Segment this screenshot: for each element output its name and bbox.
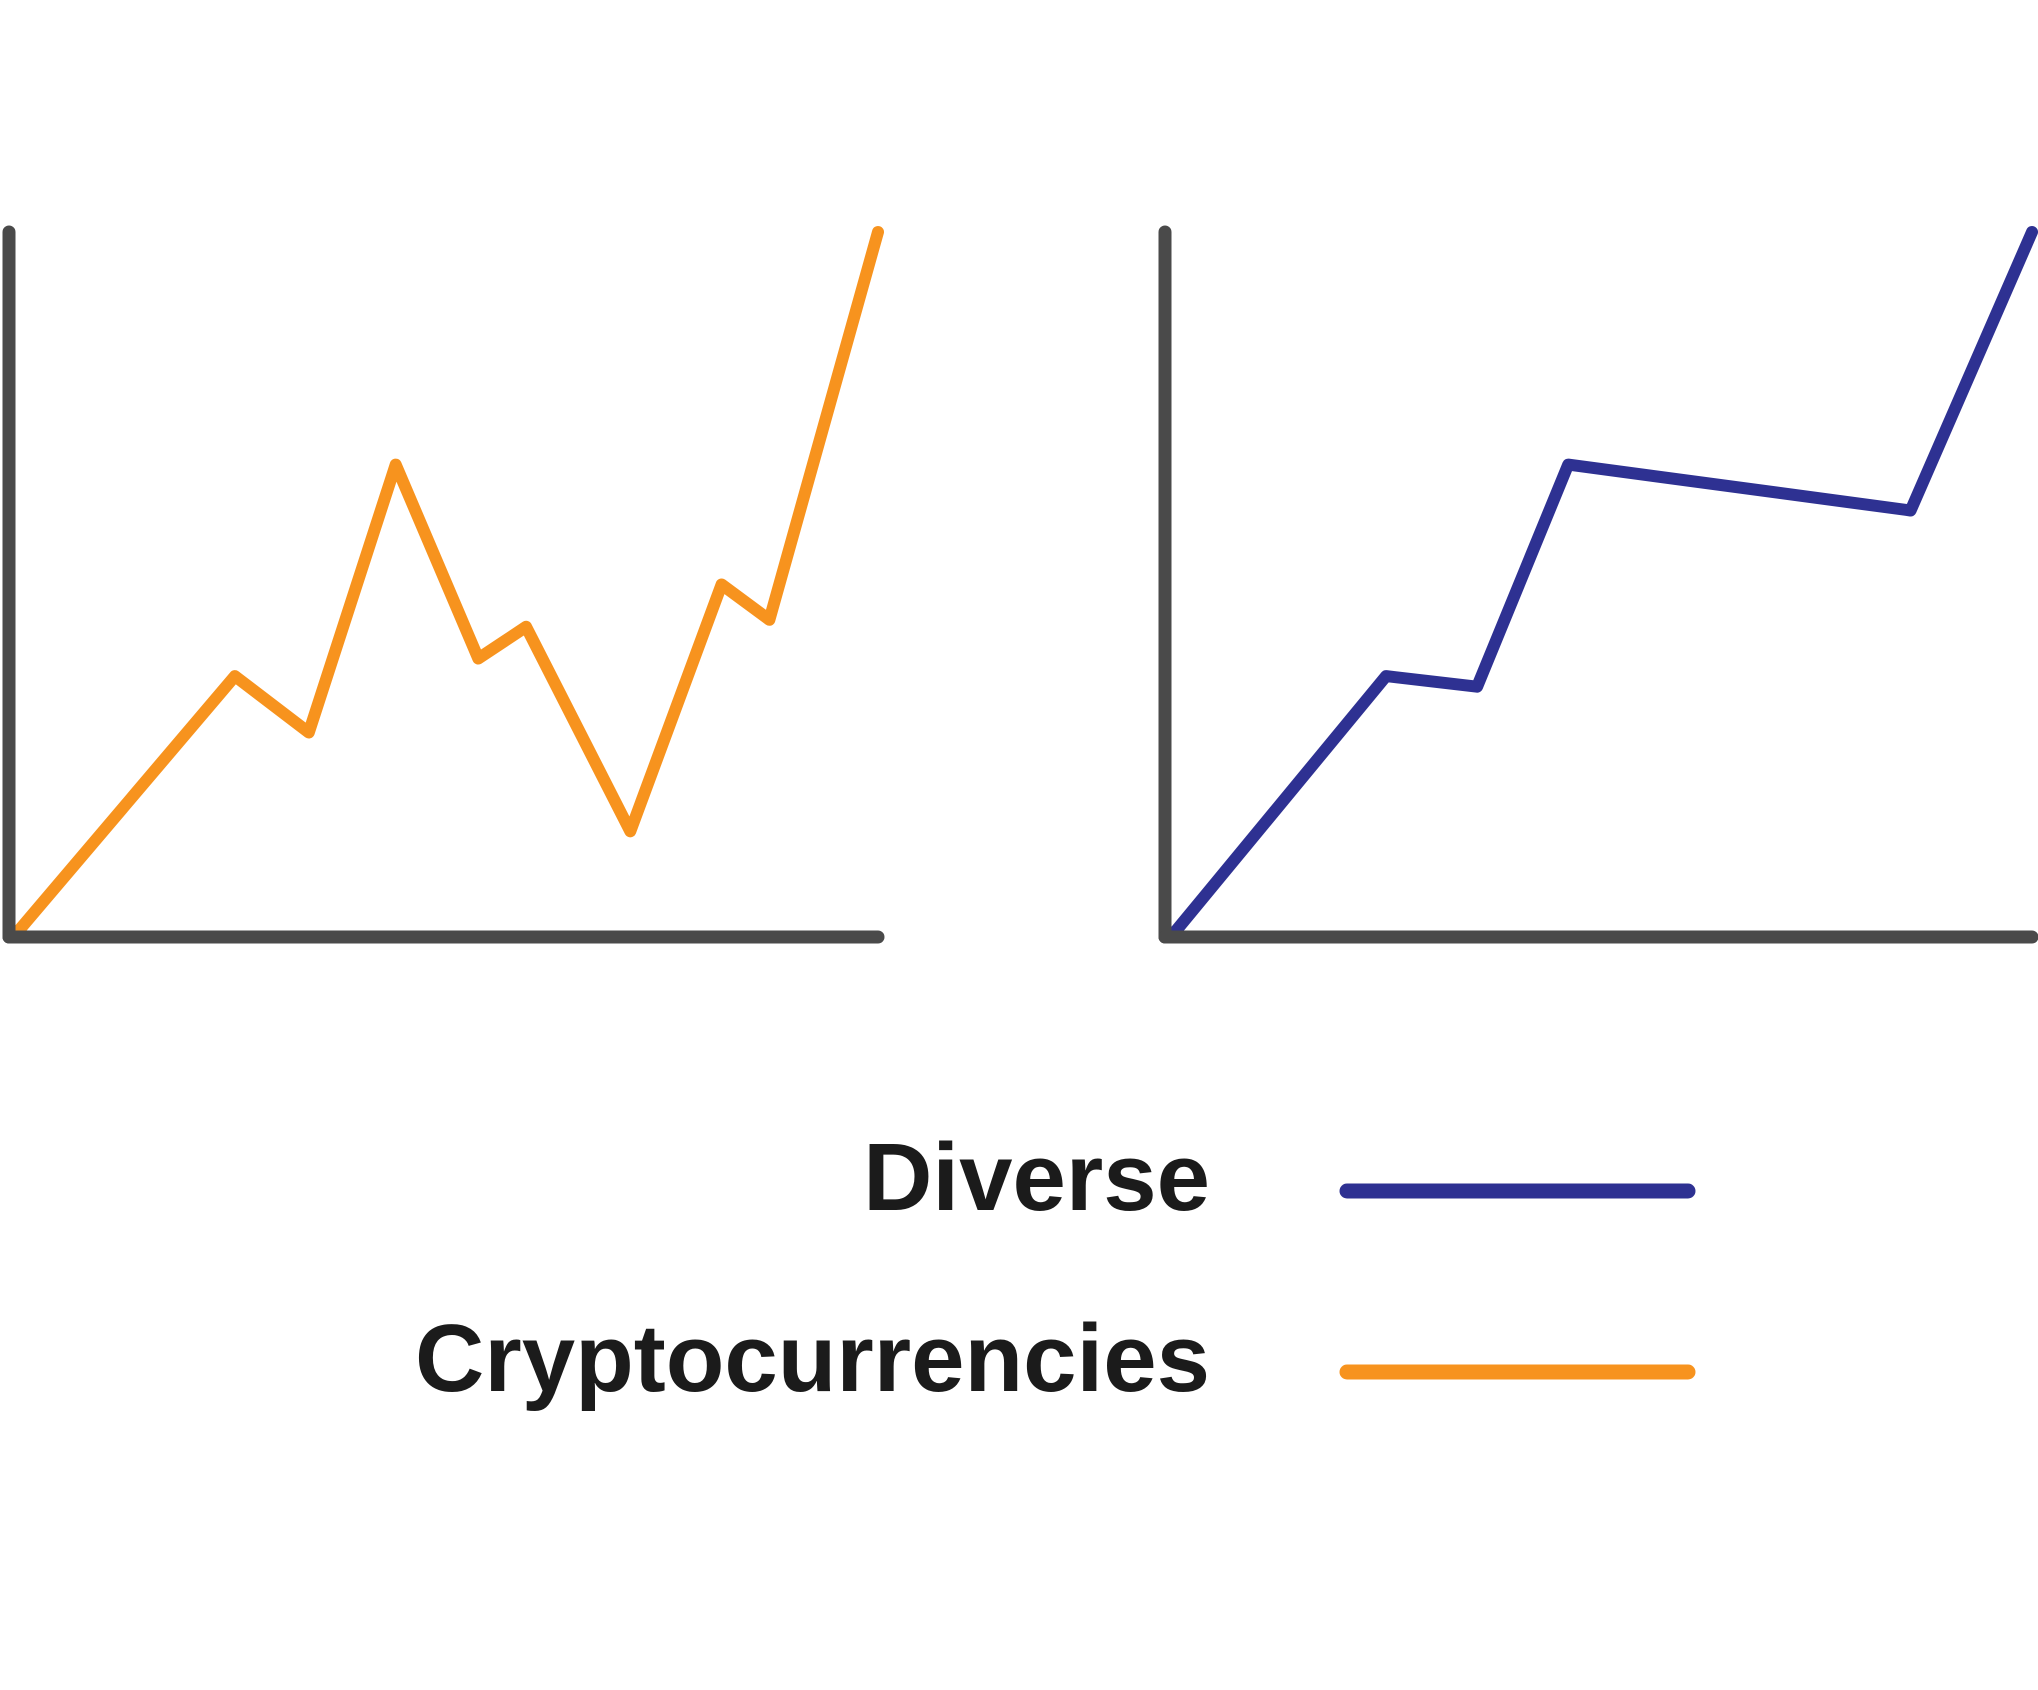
- legend-item-cryptocurrencies: Cryptocurrencies: [415, 1305, 1696, 1412]
- legend: Diverse Cryptocurrencies: [415, 1124, 1696, 1412]
- chart-cryptocurrencies: [2, 225, 885, 944]
- series-line-cryptocurrencies: [7, 226, 884, 943]
- legend-label-cryptocurrencies: Cryptocurrencies: [415, 1305, 1210, 1412]
- series-line-diverse: [1167, 226, 2038, 940]
- chart-diverse: [1158, 225, 2038, 944]
- legend-label-diverse: Diverse: [863, 1124, 1210, 1231]
- legend-item-diverse: Diverse: [863, 1124, 1696, 1231]
